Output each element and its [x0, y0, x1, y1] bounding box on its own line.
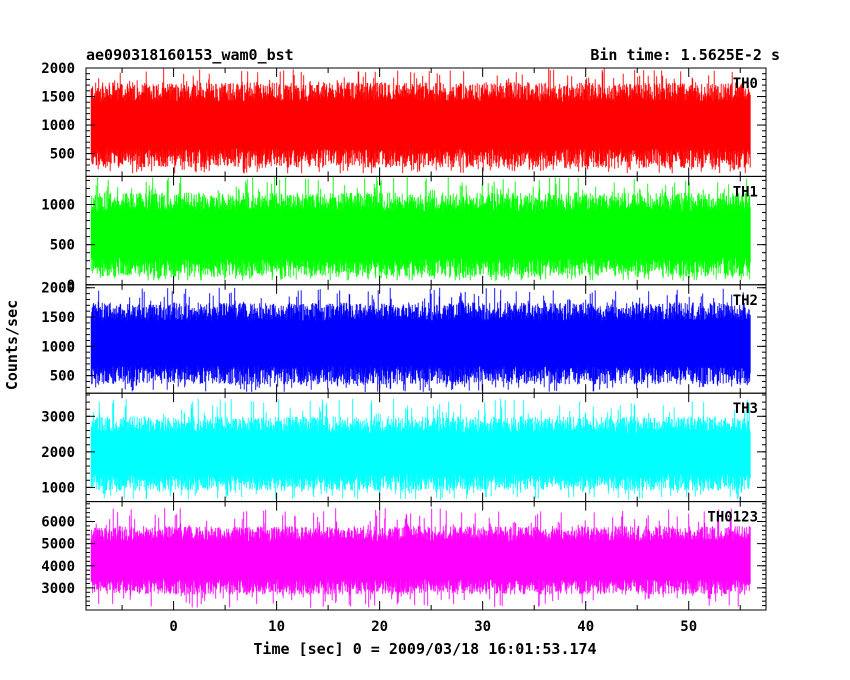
panel-th2: 500 1000 1500 2000 TH2 — [41, 281, 767, 394]
bin-time-label: Bin time: 1.5625E-2 s — [590, 46, 780, 64]
y-tick-label: 4000 — [41, 559, 75, 575]
x-tick-label: 50 — [680, 619, 697, 635]
y-tick-label: 5000 — [41, 537, 75, 553]
panel-th0: 500 1000 1500 2000 TH0 — [41, 61, 767, 177]
y-tick-label: 3000 — [41, 409, 75, 425]
x-axis-label: Time [sec] 0 = 2009/03/18 16:01:53.174 — [253, 640, 596, 658]
panels: 500 1000 1500 2000 TH0 0 500 1000 TH1 500 1000 1500… — [41, 61, 767, 611]
series-label: TH3 — [733, 401, 758, 417]
y-axis-label: Counts/sec — [3, 300, 21, 390]
panel-th3: 1000 2000 3000 TH3 — [41, 392, 767, 503]
y-tick-label: 1000 — [41, 118, 75, 134]
x-axis: 0 10 20 30 40 50 — [169, 619, 697, 635]
x-tick-label: 0 — [169, 619, 177, 635]
series-label: TH0123 — [707, 510, 758, 526]
y-tick-label: 2000 — [41, 281, 75, 297]
y-tick-label: 1500 — [41, 90, 75, 106]
panel-th0123: 3000 4000 5000 6000 TH0123 — [41, 501, 767, 611]
panel-frame-th0123 — [85, 501, 767, 611]
y-tick-label: 2000 — [41, 445, 75, 461]
panel-th1: 0 500 1000 TH1 — [41, 175, 767, 294]
series-label: TH2 — [733, 293, 758, 309]
y-tick-label: 1000 — [41, 480, 75, 496]
x-tick-label: 20 — [371, 619, 388, 635]
x-tick-label: 10 — [268, 619, 285, 635]
y-tick-label: 1000 — [41, 339, 75, 355]
y-tick-label: 500 — [50, 369, 75, 385]
series-th0123 — [90, 508, 751, 608]
series-th0 — [90, 68, 751, 174]
chart-title: ae090318160153_wam0_bst — [86, 46, 294, 64]
y-tick-label: 2000 — [41, 61, 75, 77]
y-tick-label: 6000 — [41, 515, 75, 531]
x-tick-label: 30 — [474, 619, 491, 635]
series-th3 — [90, 398, 751, 500]
y-tick-label: 1500 — [41, 310, 75, 326]
y-tick-label: 500 — [50, 147, 75, 163]
series-th1 — [90, 176, 751, 281]
y-tick-label: 500 — [50, 238, 75, 254]
y-tick-label: 0 — [67, 278, 75, 294]
y-tick-label: 3000 — [41, 581, 75, 597]
series-label: TH1 — [733, 184, 758, 200]
y-tick-label: 1000 — [41, 198, 75, 214]
x-tick-label: 40 — [577, 619, 594, 635]
series-th2 — [90, 287, 751, 392]
series-label: TH0 — [733, 76, 758, 92]
